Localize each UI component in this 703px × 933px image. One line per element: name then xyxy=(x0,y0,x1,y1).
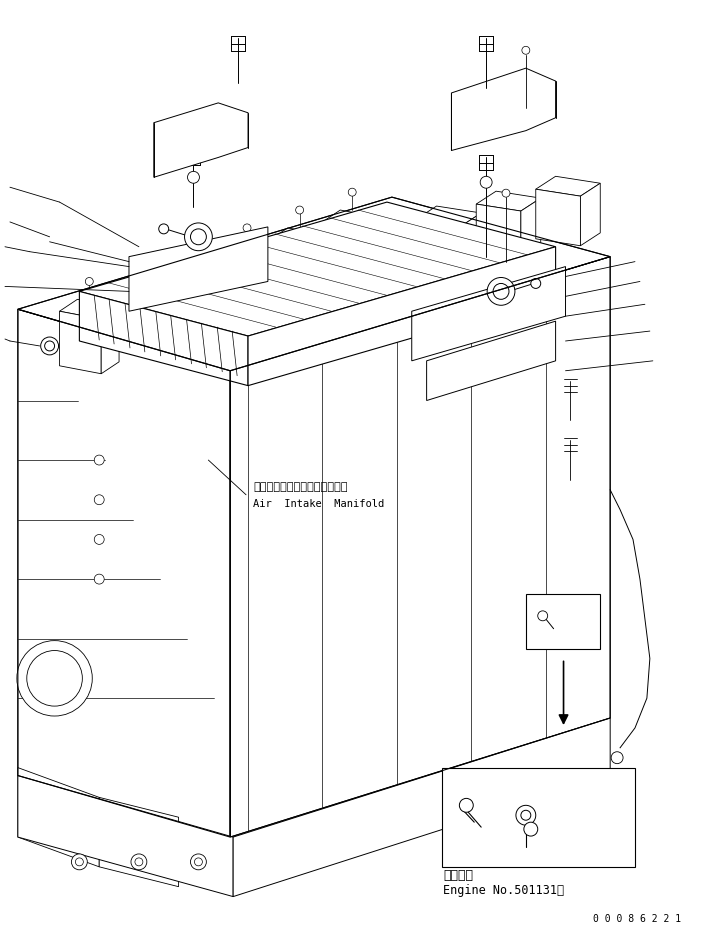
Circle shape xyxy=(159,224,169,234)
Text: Engine No.501131～: Engine No.501131～ xyxy=(444,884,565,897)
Polygon shape xyxy=(101,307,119,374)
Polygon shape xyxy=(581,183,600,245)
Polygon shape xyxy=(283,258,302,320)
Text: エアーインタークマニホールド: エアーインタークマニホールド xyxy=(253,481,347,492)
Polygon shape xyxy=(18,309,230,837)
Circle shape xyxy=(480,176,492,188)
Polygon shape xyxy=(217,258,259,320)
Polygon shape xyxy=(99,798,179,886)
Circle shape xyxy=(195,858,202,866)
Polygon shape xyxy=(323,222,364,285)
Circle shape xyxy=(611,752,623,763)
Circle shape xyxy=(188,172,200,183)
Circle shape xyxy=(191,854,207,870)
Circle shape xyxy=(138,259,146,268)
Circle shape xyxy=(27,650,82,706)
Polygon shape xyxy=(112,282,172,301)
Circle shape xyxy=(85,277,93,285)
Polygon shape xyxy=(89,309,109,334)
Polygon shape xyxy=(427,321,555,400)
Circle shape xyxy=(493,284,509,299)
Polygon shape xyxy=(364,218,382,285)
Polygon shape xyxy=(451,68,555,150)
Circle shape xyxy=(516,805,536,825)
Polygon shape xyxy=(112,293,154,355)
Circle shape xyxy=(243,224,251,232)
Polygon shape xyxy=(270,228,330,248)
Polygon shape xyxy=(476,204,521,260)
Polygon shape xyxy=(238,251,302,271)
Polygon shape xyxy=(253,261,273,286)
Circle shape xyxy=(459,799,473,813)
Polygon shape xyxy=(165,264,224,284)
Circle shape xyxy=(521,810,531,820)
Polygon shape xyxy=(198,277,218,302)
Bar xyxy=(441,768,635,867)
Polygon shape xyxy=(18,768,99,867)
Circle shape xyxy=(522,47,530,54)
Circle shape xyxy=(191,229,207,244)
Circle shape xyxy=(487,277,515,305)
Polygon shape xyxy=(60,312,101,374)
Circle shape xyxy=(348,188,356,196)
Circle shape xyxy=(185,223,212,251)
Polygon shape xyxy=(357,234,402,290)
Circle shape xyxy=(72,854,87,870)
Polygon shape xyxy=(417,219,461,275)
Polygon shape xyxy=(270,240,311,302)
Polygon shape xyxy=(165,275,207,338)
Circle shape xyxy=(94,535,104,544)
Circle shape xyxy=(296,206,304,214)
Polygon shape xyxy=(521,198,541,260)
Polygon shape xyxy=(357,221,422,241)
Text: Air  Intake  Manifold: Air Intake Manifold xyxy=(253,498,385,508)
Polygon shape xyxy=(536,189,581,245)
Polygon shape xyxy=(233,718,610,897)
Polygon shape xyxy=(402,228,422,290)
Polygon shape xyxy=(417,206,481,226)
Polygon shape xyxy=(18,775,233,897)
Polygon shape xyxy=(18,197,610,370)
Circle shape xyxy=(45,341,55,351)
Circle shape xyxy=(94,574,104,584)
Circle shape xyxy=(191,242,198,250)
Polygon shape xyxy=(230,257,610,837)
Polygon shape xyxy=(308,245,328,271)
Circle shape xyxy=(17,641,92,716)
Circle shape xyxy=(538,611,548,620)
Polygon shape xyxy=(79,202,555,336)
Polygon shape xyxy=(323,210,382,230)
Polygon shape xyxy=(129,227,268,312)
Polygon shape xyxy=(154,103,248,177)
Polygon shape xyxy=(259,254,277,320)
Polygon shape xyxy=(536,176,600,196)
Circle shape xyxy=(502,189,510,197)
Bar xyxy=(526,594,600,648)
Polygon shape xyxy=(207,272,224,338)
Polygon shape xyxy=(154,289,172,355)
Polygon shape xyxy=(476,191,541,211)
Polygon shape xyxy=(297,236,362,256)
Text: 適用号機: 適用号機 xyxy=(444,869,474,882)
Circle shape xyxy=(524,822,538,836)
Polygon shape xyxy=(248,246,555,385)
Polygon shape xyxy=(412,267,565,361)
Polygon shape xyxy=(311,236,330,302)
Circle shape xyxy=(94,494,104,505)
Polygon shape xyxy=(238,264,283,320)
Polygon shape xyxy=(144,293,164,318)
Circle shape xyxy=(94,455,104,465)
Text: 0 0 0 8 6 2 2 1: 0 0 0 8 6 2 2 1 xyxy=(593,914,681,925)
Circle shape xyxy=(41,337,58,355)
Polygon shape xyxy=(297,249,342,305)
Circle shape xyxy=(131,854,147,870)
Polygon shape xyxy=(342,243,362,305)
Circle shape xyxy=(531,278,541,288)
Polygon shape xyxy=(60,299,119,319)
Circle shape xyxy=(75,858,84,866)
Circle shape xyxy=(135,858,143,866)
Polygon shape xyxy=(461,213,481,275)
Polygon shape xyxy=(79,291,248,385)
Polygon shape xyxy=(217,245,277,266)
